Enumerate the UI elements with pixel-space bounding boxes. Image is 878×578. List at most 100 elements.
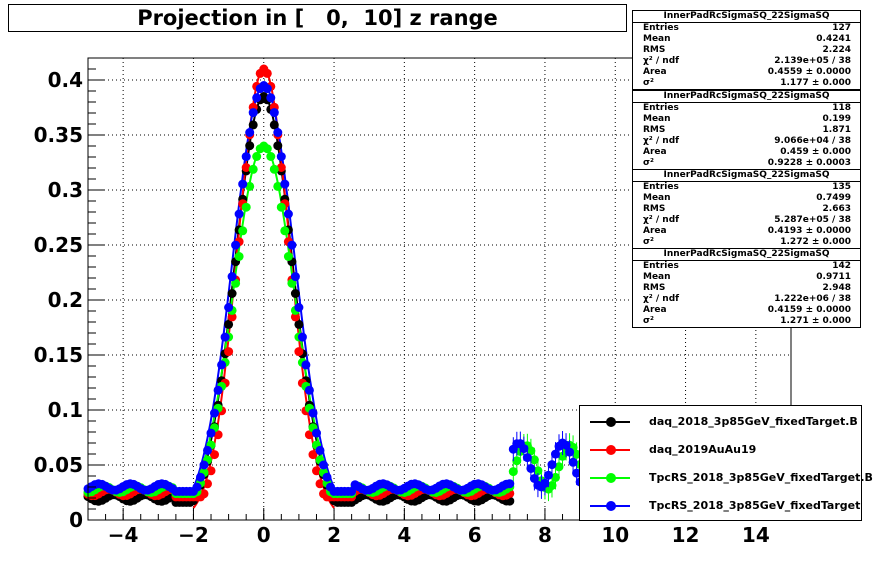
x-tick-label: 0 (257, 523, 271, 547)
data-point (206, 466, 216, 476)
data-point (547, 460, 557, 470)
stat-box-title: InnerPadRcSigmaSQ_22SigmaSQ (633, 91, 860, 103)
legend-label: daq_2018_3p85GeV_fixedTarget.B (649, 415, 858, 428)
data-point (287, 278, 297, 288)
x-tick-label: 10 (601, 523, 629, 547)
stat-value: 5.287e+05 / 38 (774, 215, 851, 225)
data-point (203, 479, 212, 489)
stat-label: χ² / ndf (643, 215, 680, 225)
stat-value: 0.9711 (816, 272, 851, 282)
stat-row: Entries 127 (633, 23, 860, 34)
stat-row: RMS 2.224 (633, 45, 860, 56)
data-point (196, 472, 205, 482)
data-point (544, 470, 553, 480)
stat-label: RMS (643, 45, 666, 55)
data-point (213, 385, 223, 395)
data-point (227, 272, 237, 282)
stat-value: 1.177 ± 0.000 (780, 78, 851, 88)
data-point (312, 428, 321, 438)
stat-label: σ² (643, 158, 654, 168)
stat-row: Mean 0.7499 (633, 193, 860, 204)
legend-marker-icon (606, 445, 616, 455)
stat-row: Mean 0.4241 (633, 34, 860, 45)
stat-row: Entries 142 (633, 261, 860, 272)
data-point (572, 449, 582, 459)
stat-label: σ² (643, 78, 654, 88)
data-point (319, 460, 328, 470)
stat-value: 0.4159 ± 0.0000 (767, 305, 851, 315)
data-point (505, 479, 515, 489)
data-point (533, 466, 543, 476)
data-point (206, 428, 216, 438)
data-point (304, 385, 314, 395)
y-tick-label: 0.25 (34, 233, 83, 257)
stat-value: 0.7499 (816, 193, 851, 203)
legend-label: TpcRS_2018_3p85GeV_fixedTarget.B (649, 471, 873, 484)
stat-label: σ² (643, 237, 654, 247)
stat-row: σ² 1.272 ± 0.000 (633, 237, 860, 248)
data-point (273, 181, 283, 191)
legend-marker-icon (606, 417, 616, 427)
data-point (224, 319, 234, 329)
stat-row: Area 0.4193 ± 0.0000 (633, 226, 860, 237)
data-point (273, 128, 283, 137)
stat-value: 0.4241 (816, 34, 851, 44)
data-point (203, 445, 212, 455)
data-point (294, 303, 304, 312)
data-point (262, 144, 272, 154)
data-point (308, 450, 318, 460)
data-point (273, 141, 283, 151)
data-point (547, 481, 557, 490)
data-point (227, 312, 237, 322)
data-point (241, 152, 251, 162)
data-point (519, 444, 529, 454)
legend: daq_2018_3p85GeV_fixedTarget.B daq_2019Au… (579, 405, 873, 521)
stat-value: 2.948 (822, 283, 851, 293)
stat-value: 0.199 (822, 114, 851, 124)
stat-value: 0.459 ± 0.000 (780, 147, 851, 157)
data-point (252, 93, 262, 103)
x-tick-labels: −4 −2 0 2 4 6 8 10 12 14 (108, 523, 770, 547)
stat-value: 9.066e+04 / 38 (774, 136, 851, 146)
data-point (276, 202, 286, 212)
data-point (297, 332, 307, 342)
stat-label: RMS (643, 125, 666, 135)
stat-row: Area 0.4159 ± 0.0000 (633, 305, 860, 316)
legend-label: daq_2019AuAu19 (649, 443, 757, 456)
data-point (294, 319, 304, 329)
data-point (224, 347, 234, 357)
stat-value: 2.224 (822, 45, 851, 55)
legend-entry: daq_2019AuAu19 (580, 440, 861, 460)
x-tick-label: 14 (742, 523, 770, 547)
legend-label: TpcRS_2018_3p85GeV_fixedTarget (649, 499, 861, 512)
stat-row: χ² / ndf 5.287e+05 / 38 (633, 215, 860, 226)
data-point (322, 472, 332, 482)
stat-row: χ² / ndf 1.222e+06 / 38 (633, 294, 860, 305)
data-point (347, 486, 357, 496)
y-tick-label: 0.1 (48, 398, 83, 422)
data-point (245, 141, 255, 151)
data-point (269, 120, 279, 130)
stat-label: Mean (643, 114, 671, 124)
data-point (231, 278, 241, 288)
data-point (280, 179, 290, 189)
plot-title: Projection in [ 0, 10] z range (8, 4, 627, 32)
stat-label: Entries (643, 23, 679, 33)
data-point (283, 252, 293, 261)
data-point (294, 347, 304, 357)
data-point (276, 152, 286, 162)
data-point (290, 312, 300, 322)
data-point (529, 474, 539, 483)
x-tick-label: −2 (178, 523, 209, 547)
data-point (522, 453, 532, 463)
data-point (220, 332, 230, 342)
stat-row: RMS 1.871 (633, 125, 860, 136)
stat-value: 0.4193 ± 0.0000 (767, 226, 851, 236)
stat-box: InnerPadRcSigmaSQ_22SigmaSQ Entries 127 Mea… (632, 10, 861, 90)
data-point (245, 181, 255, 191)
data-point (290, 272, 300, 282)
stat-value: 2.139e+05 / 38 (774, 56, 851, 66)
data-point (245, 128, 255, 137)
stat-box: InnerPadRcSigmaSQ_22SigmaSQ Entries 142 Mea… (632, 248, 861, 328)
data-point (192, 482, 202, 492)
